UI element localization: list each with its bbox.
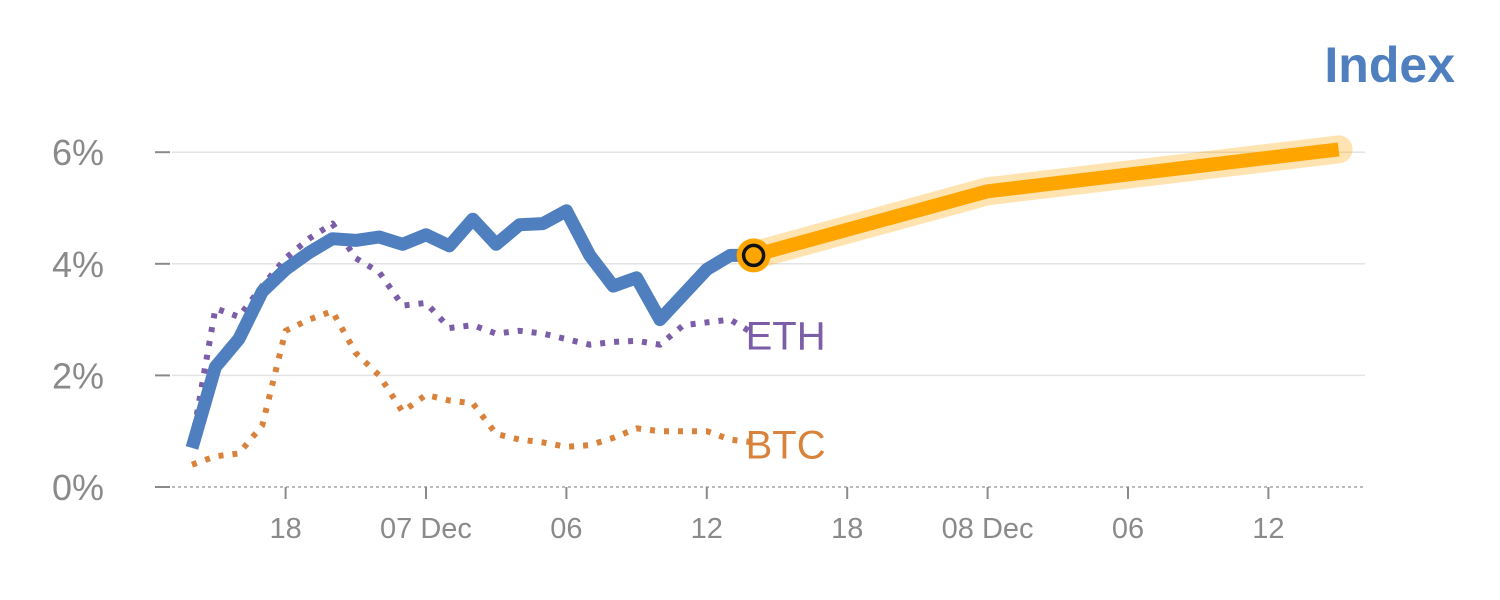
x-tick-label: 07 Dec: [380, 513, 472, 545]
forecast-start-marker: [736, 238, 771, 273]
btc-line: [190, 308, 754, 468]
forecast-line: [751, 142, 1340, 263]
x-tick-label: 12: [691, 513, 723, 545]
x-tick-label: 12: [1252, 513, 1284, 545]
chart-title: Index: [1324, 37, 1455, 93]
x-tick-label: 18: [831, 513, 863, 545]
x-tick-label: 06: [1112, 513, 1144, 545]
eth-label: ETH: [746, 315, 826, 359]
series: [185, 135, 1353, 468]
btc-label: BTC: [746, 423, 826, 467]
eth-line: [189, 220, 756, 443]
x-tick-label: 08 Dec: [942, 513, 1034, 545]
x-tick-label: 06: [550, 513, 582, 545]
y-axis: 0% 2% 4% 6%: [52, 132, 170, 508]
index-line: [185, 204, 754, 450]
forecast-start-marker-ring: [741, 243, 766, 268]
y-tick-label: 0%: [52, 467, 104, 508]
x-tick-label: 18: [269, 513, 301, 545]
y-tick-label: 4%: [52, 244, 104, 285]
y-tick-label: 2%: [52, 355, 104, 396]
y-tick-label: 6%: [52, 132, 104, 173]
x-axis: 18 07 Dec 06 12 18 08 Dec 06 12: [172, 486, 1365, 545]
series-labels: ETH BTC: [746, 315, 826, 468]
